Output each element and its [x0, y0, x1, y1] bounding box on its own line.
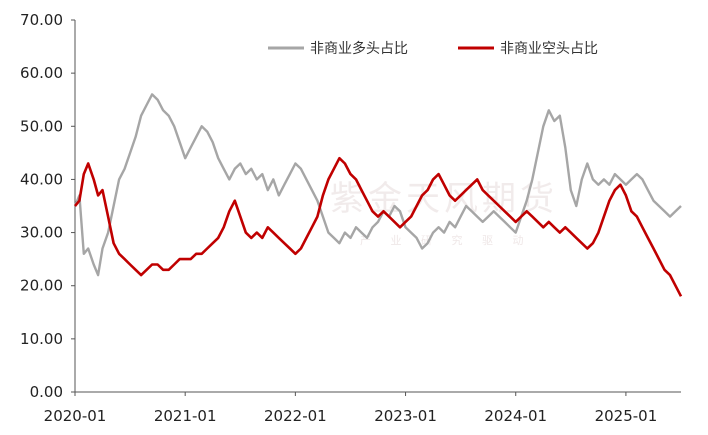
y-tick-label: 60.00: [20, 64, 63, 82]
x-axis-ticks: 2020-01 2021-01 2022-01 2023-01 2024-01 2025-…: [44, 392, 658, 425]
x-tick-label: 2023-01: [374, 407, 437, 425]
x-tick-label: 2024-01: [484, 407, 547, 425]
y-tick-label: 70.00: [20, 11, 63, 29]
x-tick-label: 2021-01: [154, 407, 217, 425]
y-axis-ticks: 0.00 10.00 20.00 30.00 40.00 50.00 60.00 70.00: [20, 11, 75, 401]
legend-label-1: 非商业空头占比: [500, 41, 598, 57]
series-lines: [73, 93, 683, 297]
legend-label-0: 非商业多头占比: [310, 40, 408, 57]
chart-axes: 0.0010.0020.0030.0040.0050.0060.0070.00 …: [20, 11, 681, 425]
y-tick-label: 50.00: [20, 117, 63, 135]
watermark-subtitle: 产 业 研 究 驱 动: [360, 233, 531, 247]
y-tick-label: 0.00: [30, 383, 63, 401]
x-tick-label: 2022-01: [264, 407, 327, 425]
x-tick-label: 2025-01: [595, 407, 658, 425]
y-tick-label: 40.00: [20, 170, 63, 188]
series-line-0: [73, 93, 682, 277]
x-tick-label: 2020-01: [44, 407, 107, 425]
legend: 非商业多头占比 非商业空头占比: [268, 40, 598, 57]
y-tick-label: 10.00: [20, 330, 63, 348]
y-tick-label: 20.00: [20, 277, 63, 295]
series-line-1: [73, 156, 683, 297]
y-tick-label: 30.00: [20, 224, 63, 242]
